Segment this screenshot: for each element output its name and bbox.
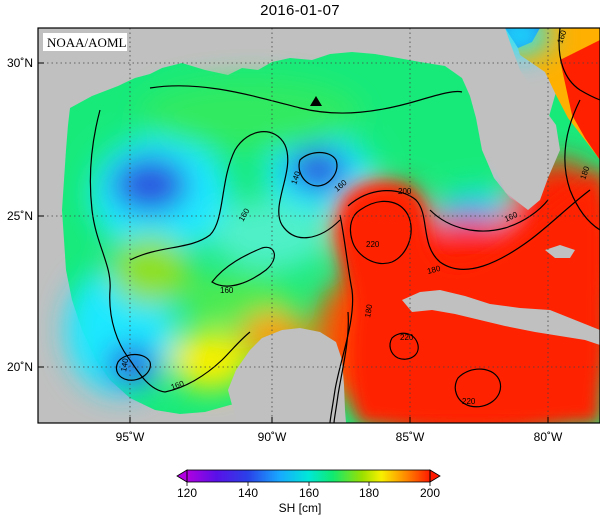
- contour-label: 220: [366, 240, 380, 249]
- lat-tick-label: 25˚N: [7, 209, 33, 223]
- colorbar-tick-label: 180: [359, 486, 379, 500]
- contour-220-south: [454, 368, 502, 408]
- station-triangle-icon: [310, 96, 322, 106]
- contour-160-gyre: [211, 246, 275, 287]
- map-title: 2016-01-07: [260, 2, 340, 19]
- contour-label: 200: [398, 187, 412, 196]
- lat-tick-label: 20˚N: [7, 360, 33, 374]
- colorbar: 120 140 160 180 200: [176, 469, 441, 500]
- contour-label: 140: [119, 357, 130, 372]
- contour-160-campeche: [164, 331, 251, 393]
- credit-box: [43, 33, 127, 51]
- contour-label: 160: [170, 379, 186, 392]
- contour-160-mid: [129, 131, 341, 261]
- contour-160-west: [89, 109, 166, 393]
- contour-label: 180: [363, 303, 374, 318]
- contour-labels: 160 140 160 160 200 220 180 160 180 160 …: [119, 29, 592, 406]
- graticule: [38, 28, 600, 423]
- contour-label: 160: [555, 29, 568, 45]
- credit-label: NOAA/AOML: [47, 35, 127, 50]
- colorbar-high-arrow: [429, 469, 441, 483]
- sea-field: [62, 28, 600, 423]
- contour-140-sw: [115, 353, 152, 381]
- cuba-land: [402, 290, 600, 345]
- contour-200-ring: [349, 200, 412, 265]
- colorbar-tick-label: 160: [299, 486, 319, 500]
- colorbar-tick-label: 200: [420, 486, 440, 500]
- lon-tick-label: 95˚W: [116, 430, 145, 444]
- lon-tick-label: 85˚W: [396, 430, 425, 444]
- lon-tick-label: 80˚W: [534, 430, 563, 444]
- colorbar-low-arrow: [176, 469, 188, 483]
- contour-160-north: [149, 85, 463, 114]
- contour-200-east: [564, 99, 600, 231]
- contour-140-core: [298, 151, 338, 187]
- contours: [89, 28, 600, 423]
- axis-ticks: [38, 62, 549, 423]
- colorbar-unit-label: SH [cm]: [278, 501, 322, 515]
- colorbar-tick-label: 140: [238, 486, 258, 500]
- contour-label: 220: [462, 397, 476, 406]
- florida-land: [455, 28, 560, 210]
- plot-frame: [37, 27, 600, 424]
- contour-label: 140: [289, 170, 302, 186]
- contour-180-south: [333, 311, 349, 423]
- lon-tick-label: 90˚W: [258, 430, 287, 444]
- contour-label: 180: [578, 165, 591, 181]
- contour-label: 220: [400, 333, 414, 342]
- contour-180-loop: [347, 189, 591, 270]
- contour-160-east: [429, 199, 549, 232]
- colorbar-tick-label: 120: [177, 486, 197, 500]
- contour-label: 160: [220, 286, 234, 295]
- yucatan-land: [228, 328, 346, 423]
- contour-220-cuba: [389, 332, 419, 360]
- colorbar-gradient: [187, 470, 430, 482]
- contour-180-atlantic: [558, 28, 600, 101]
- bahamas-land: [545, 245, 575, 258]
- lat-tick-label: 30˚N: [7, 56, 33, 70]
- contour-label: 180: [426, 264, 442, 276]
